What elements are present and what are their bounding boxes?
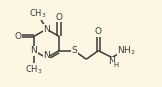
- Text: S: S: [71, 46, 77, 55]
- Text: N: N: [109, 57, 115, 66]
- Text: N: N: [31, 46, 37, 55]
- Text: NH$_2$: NH$_2$: [117, 44, 136, 57]
- Text: N: N: [43, 51, 50, 60]
- Text: CH$_3$: CH$_3$: [29, 7, 46, 20]
- Text: CH$_3$: CH$_3$: [25, 63, 43, 76]
- Text: O: O: [14, 32, 21, 41]
- Text: H: H: [113, 62, 119, 68]
- Text: N: N: [43, 25, 50, 34]
- Text: O: O: [56, 13, 63, 22]
- Text: O: O: [95, 27, 102, 36]
